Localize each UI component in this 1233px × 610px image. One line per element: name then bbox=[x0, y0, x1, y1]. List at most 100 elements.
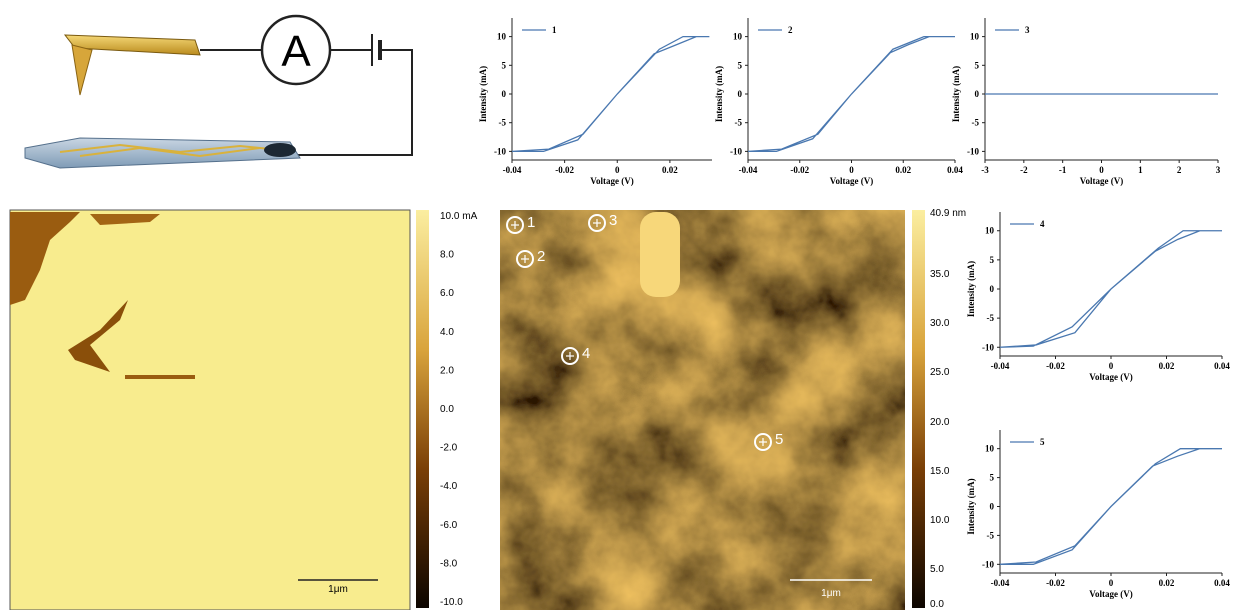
x-tick-label: 0.02 bbox=[1159, 361, 1175, 371]
y-tick-label: -5 bbox=[972, 118, 980, 128]
scale-bar-label: 1μm bbox=[328, 584, 348, 595]
x-tick-label: -3 bbox=[981, 165, 989, 175]
colorbar-label: 0.0 bbox=[440, 404, 454, 415]
y-tick-label: -5 bbox=[987, 530, 995, 540]
x-tick-label: 0.02 bbox=[662, 165, 678, 175]
x-tick-label: -0.02 bbox=[555, 165, 574, 175]
y-tick-label: -10 bbox=[982, 342, 994, 352]
y-tick-label: 10 bbox=[985, 226, 995, 236]
x-tick-label: 0.04 bbox=[947, 165, 963, 175]
x-axis-title: Voltage (V) bbox=[1089, 589, 1132, 599]
site-marker bbox=[516, 250, 534, 268]
x-tick-label: -0.04 bbox=[503, 165, 522, 175]
x-tick-label: 1 bbox=[1138, 165, 1143, 175]
y-tick-label: -5 bbox=[987, 313, 995, 323]
site-label: 4 bbox=[582, 345, 590, 362]
iv-chart: -10 -5 0 5 10 -0.04 -0.02 0 0.02 0.04 Voltage (V) I… bbox=[714, 18, 963, 186]
y-tick-label: 0 bbox=[738, 89, 743, 99]
colorbar-label: 20.0 bbox=[930, 417, 950, 428]
colorbar-label: -8.0 bbox=[440, 558, 458, 569]
legend-label: 4 bbox=[1040, 219, 1045, 229]
x-tick-label: -0.02 bbox=[1046, 361, 1065, 371]
x-tick-label: 0 bbox=[1109, 578, 1114, 588]
legend-label: 1 bbox=[552, 25, 557, 35]
y-axis-title: Intensity (mA) bbox=[951, 66, 961, 122]
x-axis-title: Voltage (V) bbox=[1089, 372, 1132, 382]
y-tick-label: 0 bbox=[990, 284, 995, 294]
x-tick-label: -2 bbox=[1020, 165, 1028, 175]
y-tick-label: 0 bbox=[502, 89, 507, 99]
x-tick-label: 0.04 bbox=[1214, 578, 1230, 588]
x-tick-label: -0.04 bbox=[991, 361, 1010, 371]
y-tick-label: -5 bbox=[499, 118, 507, 128]
x-axis-title: Voltage (V) bbox=[590, 176, 633, 186]
y-axis-title: Intensity (mA) bbox=[714, 66, 724, 122]
iv-curve bbox=[747, 35, 955, 153]
y-tick-label: -10 bbox=[982, 559, 994, 569]
y-tick-label: 5 bbox=[990, 255, 995, 265]
x-tick-label: -0.02 bbox=[1046, 578, 1065, 588]
colorbar-label: -2.0 bbox=[440, 443, 458, 454]
y-tick-label: -10 bbox=[730, 146, 742, 156]
y-tick-label: -5 bbox=[735, 118, 743, 128]
x-tick-label: 0 bbox=[615, 165, 620, 175]
x-tick-label: 0.04 bbox=[1214, 361, 1230, 371]
y-tick-label: 5 bbox=[502, 60, 507, 70]
colorbar-label: 5.0 bbox=[930, 564, 944, 575]
site-label: 5 bbox=[775, 431, 783, 448]
colorbar-label: 8.0 bbox=[440, 250, 454, 261]
site-marker bbox=[561, 347, 579, 365]
iv-chart: -10 -5 0 5 10 -0.04 -0.02 0 0.02 0.04 Voltage (V) I… bbox=[966, 212, 1230, 382]
colorbar-label: -4.0 bbox=[440, 481, 458, 492]
colorbar-label: 25.0 bbox=[930, 367, 950, 378]
colorbar-label: 2.0 bbox=[440, 365, 454, 376]
x-tick-label: -1 bbox=[1059, 165, 1067, 175]
y-tick-label: 5 bbox=[975, 60, 980, 70]
colorbar-label: -10.0 bbox=[440, 597, 463, 608]
y-axis-title: Intensity (mA) bbox=[966, 261, 976, 317]
colorbar-label: 4.0 bbox=[440, 327, 454, 338]
colorbar-label: 35.0 bbox=[930, 269, 950, 280]
y-tick-label: 0 bbox=[990, 502, 995, 512]
colorbar-label: 10.0 bbox=[930, 515, 950, 526]
x-tick-label: -0.04 bbox=[739, 165, 758, 175]
site-label: 2 bbox=[537, 248, 545, 265]
x-tick-label: -0.02 bbox=[790, 165, 809, 175]
y-tick-label: 10 bbox=[985, 444, 995, 454]
colorbar-label: 6.0 bbox=[440, 288, 454, 299]
scale-bar-label: 1μm bbox=[821, 588, 841, 599]
x-axis-title: Voltage (V) bbox=[830, 176, 873, 186]
y-tick-label: 5 bbox=[738, 60, 743, 70]
y-axis-title: Intensity (mA) bbox=[966, 478, 976, 534]
x-tick-label: 2 bbox=[1177, 165, 1182, 175]
site-marker bbox=[588, 214, 606, 232]
legend-label: 5 bbox=[1040, 437, 1045, 447]
y-tick-label: 10 bbox=[497, 32, 507, 42]
iv-chart: -10 -5 0 5 10 -0.04 -0.02 0 0.02 0.04 Voltage (V) I… bbox=[966, 430, 1230, 599]
y-tick-label: 10 bbox=[733, 32, 743, 42]
colorbar-label: 40.9 nm bbox=[930, 208, 966, 219]
x-tick-label: 0 bbox=[1109, 361, 1114, 371]
x-tick-label: 0.02 bbox=[895, 165, 911, 175]
y-axis-title: Intensity (mA) bbox=[478, 66, 488, 122]
x-tick-label: 3 bbox=[1216, 165, 1221, 175]
current-map: 1μm bbox=[9, 209, 429, 610]
x-tick-label: 0 bbox=[1099, 165, 1104, 175]
x-tick-label: 0 bbox=[849, 165, 854, 175]
colorbar-label: 10.0 mA bbox=[440, 211, 478, 222]
site-marker bbox=[754, 433, 772, 451]
legend-label: 3 bbox=[1025, 25, 1030, 35]
colorbar-label: 15.0 bbox=[930, 466, 950, 477]
ammeter-label: A bbox=[281, 27, 311, 76]
y-tick-label: -10 bbox=[494, 146, 506, 156]
topography-map: 1μm bbox=[500, 210, 925, 610]
iv-chart: -10 -5 0 5 10 -0.04 -0.02 0 0.02 Voltage (V) Inten… bbox=[478, 18, 712, 186]
colorbar-label: -6.0 bbox=[440, 520, 458, 531]
schematic: A bbox=[24, 14, 413, 169]
colorbar-label: 0.0 bbox=[930, 599, 944, 610]
x-tick-label: -0.04 bbox=[991, 578, 1010, 588]
x-axis-title: Voltage (V) bbox=[1080, 176, 1123, 186]
legend-label: 2 bbox=[788, 25, 793, 35]
